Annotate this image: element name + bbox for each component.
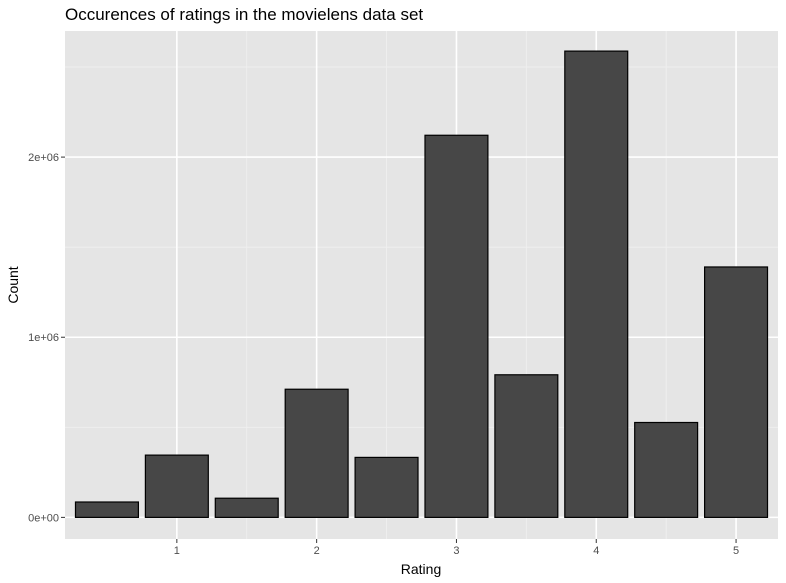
bar-rating-1 (144, 454, 209, 518)
y-axis: 0e+00 1e+06 2e+06 (28, 152, 65, 524)
minor-gridlines (65, 31, 778, 539)
bar-rating-4 (564, 50, 629, 518)
y-tick-label: 1e+06 (28, 332, 59, 344)
x-axis: 1 2 3 4 5 (174, 539, 739, 557)
y-tick-label: 0e+00 (28, 512, 59, 524)
bar-rating-1-5 (214, 497, 279, 518)
bar-rating-2-5 (354, 456, 419, 518)
bar-rating-2 (284, 388, 349, 518)
bar-rating-0-5 (74, 501, 139, 518)
bar-rating-5 (704, 266, 769, 518)
x-tick-label: 3 (453, 545, 459, 557)
y-axis-title: Count (5, 266, 21, 303)
x-axis-title: Rating (401, 561, 441, 577)
x-tick-label: 5 (733, 545, 739, 557)
x-tick-label: 4 (593, 545, 599, 557)
bars (74, 50, 769, 518)
x-tick-label: 1 (174, 545, 180, 557)
x-tick-label: 2 (314, 545, 320, 557)
bar-rating-3 (424, 134, 489, 518)
bar-rating-4-5 (634, 421, 699, 518)
y-tick-label: 2e+06 (28, 152, 59, 164)
chart-title: Occurences of ratings in the movielens d… (65, 5, 423, 24)
bar-rating-3-5 (494, 374, 559, 518)
